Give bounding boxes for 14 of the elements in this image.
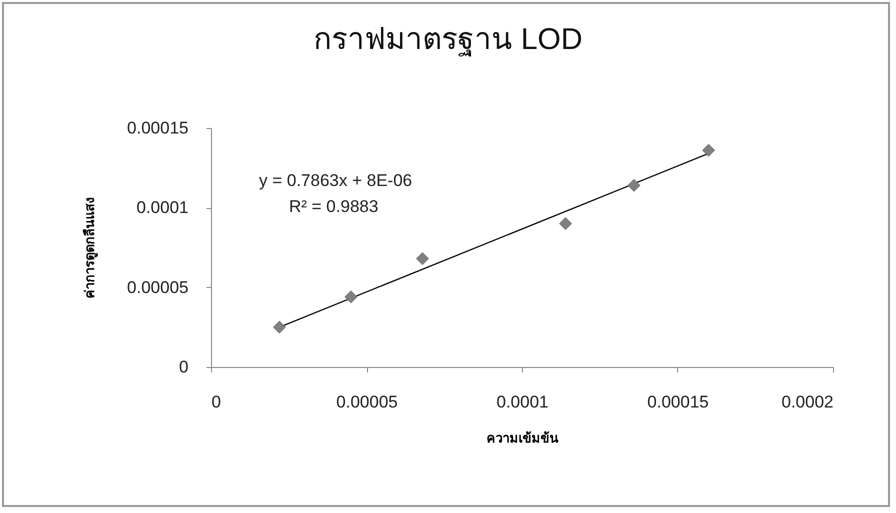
chart-title: กราฟมาตรฐาน LOD (313, 23, 583, 57)
y-tick-label: 0 (179, 358, 188, 376)
y-axis-title: ค่าการดูดกลืนแสง (82, 198, 98, 298)
x-tick-label: 0.0001 (496, 392, 548, 412)
x-tick-label: 0.0002 (782, 392, 834, 412)
x-axis-title: ความเข้มข้น (486, 430, 558, 446)
annotation: R² = 0.9883 (289, 197, 378, 216)
x-tick-label: 0.00015 (647, 392, 709, 412)
y-tick-label: 0.00005 (127, 278, 188, 297)
x-tick-label: 0 (212, 392, 221, 412)
x-tick-label: 0.00005 (336, 392, 398, 412)
y-tick-label: 0.0001 (136, 198, 188, 218)
y-tick-label: 0.00015 (127, 118, 188, 138)
annotation: y = 0.7863x + 8E-06 (259, 171, 412, 190)
